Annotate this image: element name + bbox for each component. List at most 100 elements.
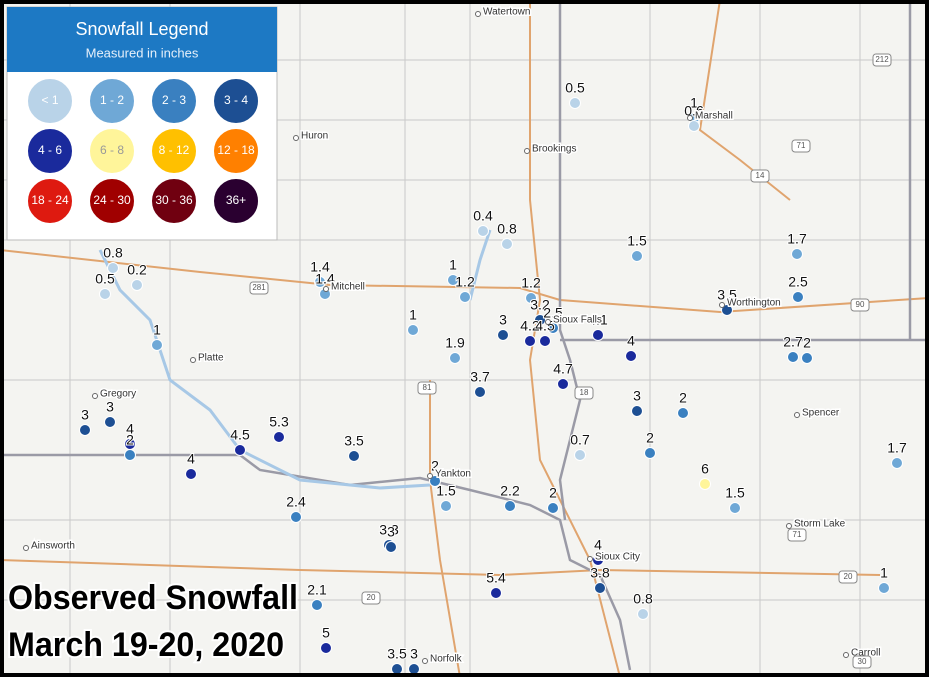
snowfall-value: 3.2 bbox=[530, 297, 550, 313]
snowfall-dot bbox=[729, 502, 741, 514]
highway-label: 18 bbox=[580, 388, 589, 397]
snowfall-value: 1.7 bbox=[787, 231, 807, 247]
snowfall-dot bbox=[408, 663, 420, 675]
snowfall-value: 1 bbox=[153, 322, 161, 338]
snowfall-value: 1.9 bbox=[445, 335, 465, 351]
snowfall-dot bbox=[594, 582, 606, 594]
snowfall-value: 4.5 bbox=[230, 427, 250, 443]
snowfall-dot bbox=[688, 120, 700, 132]
place-marker bbox=[92, 393, 98, 399]
map-title: Observed Snowfall March 19-20, 2020 bbox=[6, 577, 300, 666]
legend-swatch bbox=[88, 127, 136, 175]
highway-shield bbox=[838, 570, 858, 584]
place-marker bbox=[794, 412, 800, 418]
snowfall-value: 4 bbox=[627, 333, 635, 349]
snowfall-value: 1.7 bbox=[887, 440, 907, 456]
snowfall-dot bbox=[504, 500, 516, 512]
place-name: Mitchell bbox=[331, 282, 365, 293]
snowfall-value: 3 bbox=[499, 312, 507, 328]
snowfall-value: 2 bbox=[126, 432, 134, 448]
legend-label: 36+ bbox=[226, 193, 246, 207]
snowfall-dot bbox=[497, 329, 509, 341]
snowfall-value: 3 bbox=[410, 646, 418, 662]
snowfall-value: 2 bbox=[803, 335, 811, 351]
snowfall-dot bbox=[878, 582, 890, 594]
snowfall-value: 1.5 bbox=[627, 233, 647, 249]
highway-shield bbox=[574, 386, 594, 400]
snowfall-value: 3 bbox=[81, 407, 89, 423]
highway-label: 30 bbox=[858, 657, 867, 666]
legend-swatch bbox=[212, 77, 260, 125]
place-name: Storm Lake bbox=[794, 519, 846, 530]
snowfall-dot bbox=[99, 288, 111, 300]
snowfall-dot bbox=[290, 511, 302, 523]
place-name: Platte bbox=[198, 353, 224, 364]
snowfall-dot bbox=[104, 416, 116, 428]
place-name: Norfolk bbox=[430, 654, 463, 665]
legend-swatch bbox=[150, 77, 198, 125]
snowfall-value: 3.3 bbox=[379, 522, 399, 538]
highway-shield bbox=[249, 281, 269, 295]
snowfall-dot bbox=[539, 335, 551, 347]
snowfall-value: 1.5 bbox=[436, 483, 456, 499]
snowfall-dot bbox=[524, 335, 536, 347]
legend-subtitle: Measured in inches bbox=[86, 45, 199, 60]
place-marker bbox=[545, 319, 551, 325]
legend-label: 6 - 8 bbox=[100, 143, 124, 157]
place-marker bbox=[719, 302, 725, 308]
snowfall-value: 1 bbox=[690, 95, 698, 111]
legend-label: 2 - 3 bbox=[162, 93, 186, 107]
snowfall-value: 3.8 bbox=[590, 565, 610, 581]
highway-label: 281 bbox=[252, 283, 266, 292]
snowfall-value: 0.5 bbox=[95, 271, 115, 287]
snowfall-value: 1.2 bbox=[521, 275, 541, 291]
snowfall-dot bbox=[574, 449, 586, 461]
legend-label: 18 - 24 bbox=[31, 193, 69, 207]
place-name: Gregory bbox=[100, 389, 136, 400]
highway-shield bbox=[872, 53, 892, 67]
snowfall-dot bbox=[637, 608, 649, 620]
snowfall-dot bbox=[124, 449, 136, 461]
snowfall-dot bbox=[311, 599, 323, 611]
place-marker bbox=[427, 473, 433, 479]
legend-swatch bbox=[88, 77, 136, 125]
snowfall-value: 0.4 bbox=[473, 208, 493, 224]
highway-shield bbox=[791, 139, 811, 153]
snowfall-dot bbox=[801, 352, 813, 364]
snowfall-dot bbox=[787, 351, 799, 363]
legend-swatch bbox=[212, 127, 260, 175]
legend: Snowfall Legend Measured in inches < 1 1 … bbox=[6, 6, 278, 241]
place-name: Marshall bbox=[695, 111, 733, 122]
highway-label: 81 bbox=[423, 383, 432, 392]
place-name: Sioux City bbox=[595, 552, 640, 563]
snowfall-value: 5 bbox=[322, 625, 330, 641]
snowfall-dot bbox=[569, 97, 581, 109]
snowfall-value: 4.1 bbox=[588, 312, 608, 328]
snowfall-value: 2 bbox=[431, 458, 439, 474]
legend-label: 3 - 4 bbox=[224, 93, 248, 107]
snowfall-value: 2 bbox=[646, 430, 654, 446]
snowfall-points: 0.510.60.40.81.5 1.70.80.50.2 1.41.411.2 1.… bbox=[79, 79, 908, 675]
snowfall-dot bbox=[185, 468, 197, 480]
snowfall-value: 2.5 bbox=[543, 305, 563, 321]
place-name: Ainsworth bbox=[31, 541, 75, 552]
snowfall-value: 0.2 bbox=[127, 262, 147, 278]
snowfall-value: 1 bbox=[449, 257, 457, 273]
place-marker bbox=[687, 115, 693, 121]
snowfall-value: 4 bbox=[126, 421, 134, 437]
highway-shield bbox=[787, 528, 807, 542]
snowfall-dot bbox=[631, 250, 643, 262]
place-marker bbox=[475, 11, 481, 17]
snowfall-dot bbox=[151, 339, 163, 351]
place-marker bbox=[190, 357, 196, 363]
legend-label: 24 - 30 bbox=[93, 193, 131, 207]
title-line-1: Observed Snowfall bbox=[8, 579, 298, 617]
snowfall-dot bbox=[107, 262, 119, 274]
snowfall-value: 3 bbox=[106, 399, 114, 415]
highway-shield bbox=[417, 381, 437, 395]
place-name: Brookings bbox=[532, 144, 576, 155]
snowfall-value: 3.7 bbox=[470, 369, 490, 385]
snowfall-dot bbox=[547, 322, 559, 334]
snowfall-dot bbox=[677, 407, 689, 419]
